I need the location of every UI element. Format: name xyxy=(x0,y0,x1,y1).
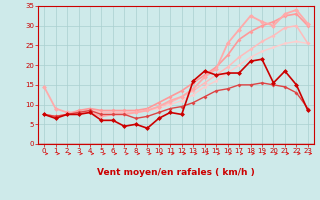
X-axis label: Vent moyen/en rafales ( km/h ): Vent moyen/en rafales ( km/h ) xyxy=(97,168,255,177)
